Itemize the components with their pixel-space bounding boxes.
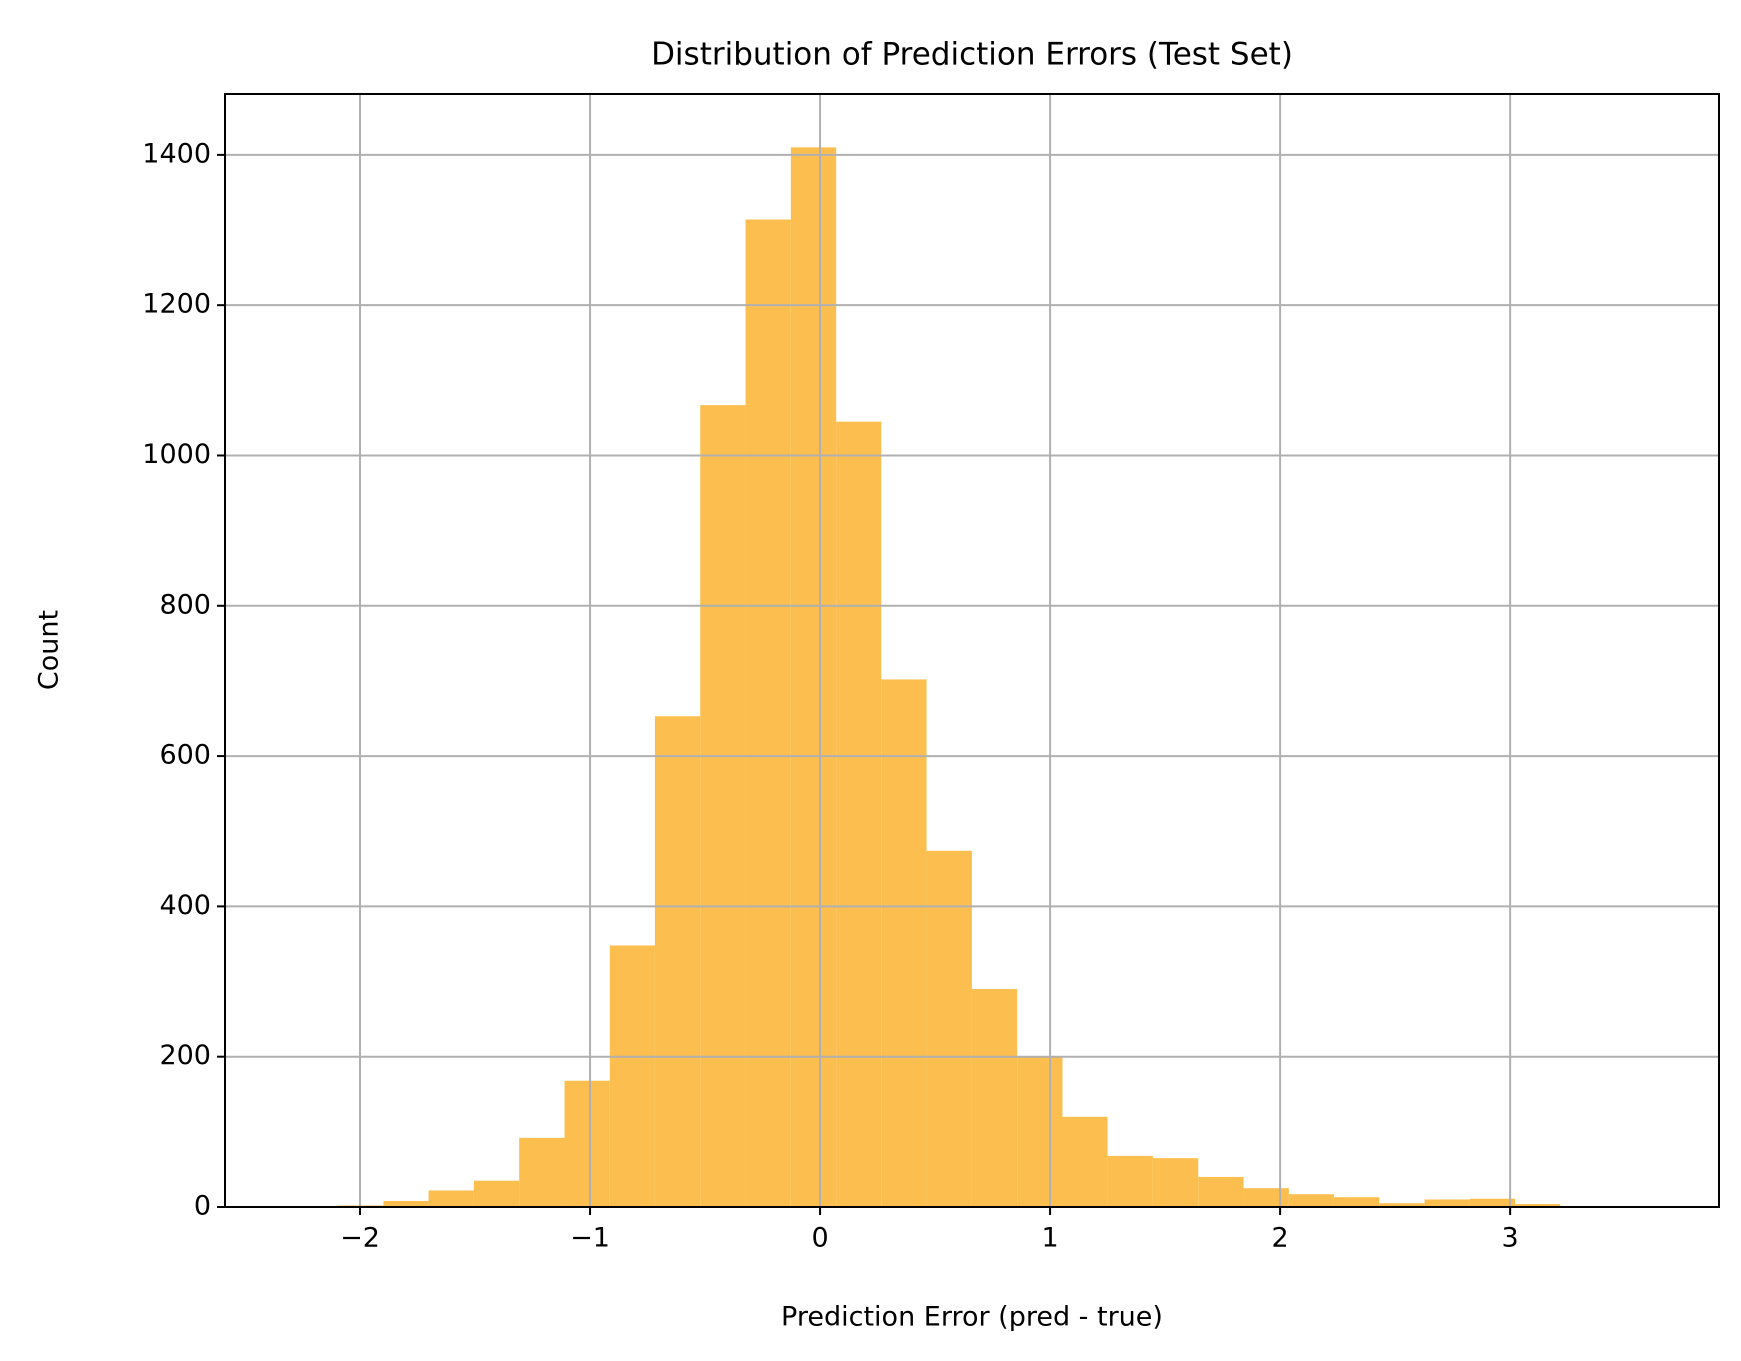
bar xyxy=(1379,1203,1425,1207)
bar xyxy=(1062,1116,1108,1207)
bar xyxy=(1243,1188,1289,1207)
x-tick-label: 1 xyxy=(1041,1223,1058,1254)
bar xyxy=(790,147,837,1207)
bar xyxy=(836,421,882,1208)
x-tick-label: 3 xyxy=(1502,1223,1519,1254)
y-tick-label: 1400 xyxy=(142,138,211,169)
x-tick-label: 0 xyxy=(811,1223,828,1254)
y-tick-label: 1000 xyxy=(142,439,211,470)
bar xyxy=(564,1080,610,1207)
y-tick-label: 600 xyxy=(159,740,211,771)
bar xyxy=(700,405,746,1207)
bar xyxy=(1469,1198,1516,1207)
x-tick-label: 2 xyxy=(1272,1223,1289,1254)
y-tick-label: 200 xyxy=(159,1040,211,1071)
bar xyxy=(1333,1197,1380,1207)
y-tick-label: 0 xyxy=(194,1191,211,1222)
bar xyxy=(654,716,701,1207)
bar xyxy=(473,1180,520,1207)
bar xyxy=(519,1137,565,1207)
bar xyxy=(609,945,655,1207)
x-tick-label: −1 xyxy=(570,1223,610,1254)
bar xyxy=(1424,1199,1470,1207)
bar xyxy=(1017,1056,1063,1207)
bar xyxy=(926,850,972,1207)
y-tick-label: 1200 xyxy=(142,289,211,320)
x-tick-label: −2 xyxy=(340,1223,380,1254)
plot-frame xyxy=(224,93,1720,1208)
bar xyxy=(1107,1155,1153,1207)
y-axis-label: Count xyxy=(34,610,65,690)
bar xyxy=(383,1200,429,1207)
bar xyxy=(428,1190,474,1207)
bar xyxy=(1198,1176,1244,1207)
y-tick-label: 400 xyxy=(159,890,211,921)
bar xyxy=(1515,1203,1561,1207)
bar xyxy=(881,679,927,1207)
chart-title: Distribution of Prediction Errors (Test … xyxy=(651,37,1293,73)
bar xyxy=(1288,1194,1334,1207)
y-tick-label: 800 xyxy=(159,589,211,620)
bar xyxy=(1152,1158,1199,1207)
bar xyxy=(745,219,791,1207)
bar xyxy=(971,989,1018,1207)
x-axis-label: Prediction Error (pred - true) xyxy=(781,1302,1163,1333)
